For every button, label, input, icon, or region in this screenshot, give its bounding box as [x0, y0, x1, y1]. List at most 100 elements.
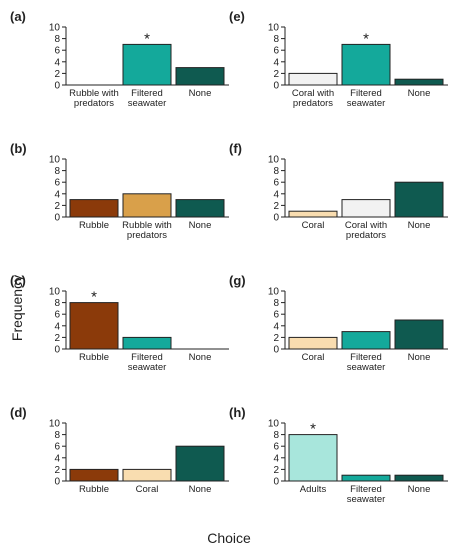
bar-d-1 [69, 468, 119, 482]
x-tick-label-c-1: Rubble [79, 352, 109, 363]
bar-d-3 [175, 445, 225, 482]
y-tick-label-e-2: 2 [273, 69, 279, 80]
y-tick-label-a-0: 0 [54, 81, 60, 92]
bar-f-3 [394, 181, 444, 218]
y-tick-label-h-10: 10 [268, 419, 280, 430]
y-tick-label-f-8: 8 [273, 166, 279, 177]
y-tick-label-e-8: 8 [273, 34, 279, 45]
bar-g-2 [341, 331, 391, 350]
y-tick-label-h-6: 6 [273, 442, 279, 453]
y-tick-label-g-8: 8 [273, 298, 279, 309]
x-tick-label-e-3: None [408, 88, 431, 99]
x-tick-label-g-2: Filtered [350, 352, 382, 363]
x-tick-label-h-3: None [408, 484, 431, 495]
y-axis-label: Frequency [9, 274, 25, 342]
x-tick-label-a-1: Rubble with [69, 88, 119, 99]
x-tick-label-b-2: predators [127, 230, 167, 241]
bar-g-1 [288, 336, 338, 350]
y-tick-label-d-0: 0 [54, 477, 60, 488]
y-tick-label-a-10: 10 [49, 23, 61, 34]
x-tick-label-a-1: predators [74, 98, 114, 109]
y-tick-label-c-4: 4 [54, 321, 60, 332]
x-tick-label-d-1: Rubble [79, 484, 109, 495]
y-tick-label-a-8: 8 [54, 34, 60, 45]
bar-h-2 [341, 474, 391, 482]
y-tick-label-e-10: 10 [268, 23, 280, 34]
bar-a-2 [122, 43, 172, 86]
panel-label-a: (a) [10, 9, 26, 24]
x-tick-label-e-2: seawater [347, 98, 386, 109]
y-tick-label-c-2: 2 [54, 333, 60, 344]
y-tick-label-c-0: 0 [54, 345, 60, 356]
y-tick-label-h-8: 8 [273, 430, 279, 441]
x-tick-label-f-2: Coral with [345, 220, 387, 231]
y-tick-label-h-4: 4 [273, 453, 279, 464]
x-tick-label-e-1: predators [293, 98, 333, 109]
bar-e-2 [341, 43, 391, 86]
x-tick-label-a-2: Filtered [131, 88, 163, 99]
bar-d-2 [122, 468, 172, 482]
bar-f-1 [288, 210, 338, 218]
y-tick-label-g-2: 2 [273, 333, 279, 344]
y-tick-label-g-0: 0 [273, 345, 279, 356]
y-tick-label-c-10: 10 [49, 287, 61, 298]
x-tick-label-e-1: Coral with [292, 88, 334, 99]
panel-label-d: (d) [10, 405, 27, 420]
y-tick-label-f-4: 4 [273, 189, 279, 200]
x-tick-label-b-1: Rubble [79, 220, 109, 231]
significance-marker-h-1: * [310, 421, 316, 438]
panel-label-e: (e) [229, 9, 245, 24]
x-tick-label-f-1: Coral [302, 220, 325, 231]
significance-marker-c-1: * [91, 289, 97, 306]
x-tick-label-b-3: None [189, 220, 212, 231]
bar-g-3 [394, 319, 444, 350]
x-tick-label-c-3: None [189, 352, 212, 363]
y-tick-label-a-2: 2 [54, 69, 60, 80]
y-tick-label-g-10: 10 [268, 287, 280, 298]
y-tick-label-b-0: 0 [54, 213, 60, 224]
x-tick-label-f-3: None [408, 220, 431, 231]
y-tick-label-f-0: 0 [273, 213, 279, 224]
panel-label-c: (c) [10, 273, 26, 288]
y-tick-label-g-6: 6 [273, 310, 279, 321]
panel-label-f: (f) [229, 141, 242, 156]
x-tick-label-g-3: None [408, 352, 431, 363]
y-tick-label-f-10: 10 [268, 155, 280, 166]
y-tick-label-h-2: 2 [273, 465, 279, 476]
bar-e-1 [288, 72, 338, 86]
bar-h-1 [288, 434, 338, 482]
x-tick-label-h-2: seawater [347, 494, 386, 505]
y-tick-label-d-4: 4 [54, 453, 60, 464]
x-tick-label-b-2: Rubble with [122, 220, 172, 231]
y-tick-label-e-6: 6 [273, 46, 279, 57]
significance-marker-a-2: * [144, 30, 150, 47]
y-tick-label-b-2: 2 [54, 201, 60, 212]
bar-f-2 [341, 199, 391, 218]
y-tick-label-g-4: 4 [273, 321, 279, 332]
y-tick-label-d-6: 6 [54, 442, 60, 453]
bar-c-1 [69, 302, 119, 350]
y-tick-label-a-4: 4 [54, 57, 60, 68]
y-tick-label-b-4: 4 [54, 189, 60, 200]
x-tick-label-a-2: seawater [128, 98, 167, 109]
x-tick-label-c-2: seawater [128, 362, 167, 373]
y-tick-label-b-6: 6 [54, 178, 60, 189]
y-tick-label-e-4: 4 [273, 57, 279, 68]
y-tick-label-c-6: 6 [54, 310, 60, 321]
x-tick-label-d-2: Coral [136, 484, 159, 495]
bar-c-2 [122, 336, 172, 350]
y-tick-label-f-6: 6 [273, 178, 279, 189]
bar-b-3 [175, 199, 225, 218]
bar-a-3 [175, 67, 225, 86]
bar-b-1 [69, 199, 119, 218]
y-tick-label-d-2: 2 [54, 465, 60, 476]
y-tick-label-f-2: 2 [273, 201, 279, 212]
y-tick-label-b-8: 8 [54, 166, 60, 177]
x-axis-label: Choice [207, 530, 251, 546]
x-tick-label-f-2: predators [346, 230, 386, 241]
x-tick-label-e-2: Filtered [350, 88, 382, 99]
bar-e-3 [394, 78, 444, 86]
x-tick-label-c-2: Filtered [131, 352, 163, 363]
